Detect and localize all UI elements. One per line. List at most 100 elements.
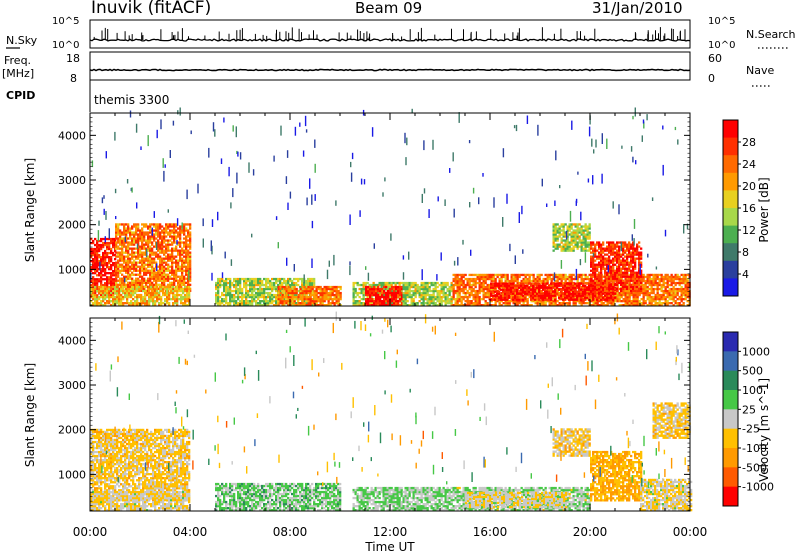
echo-cell <box>401 304 404 307</box>
echo-cell <box>518 284 521 287</box>
echo-cell <box>512 282 515 285</box>
echo-cell <box>432 289 435 293</box>
echo-cell <box>175 261 178 264</box>
echo-cell <box>632 275 635 279</box>
echo-cell <box>163 245 166 248</box>
echo-cell <box>656 273 659 277</box>
echo-cell <box>365 291 368 295</box>
echo-cell <box>168 304 171 307</box>
echo-cell <box>474 277 477 281</box>
echo-cell <box>149 253 152 256</box>
echo-cell <box>666 289 669 293</box>
echo-cell <box>100 287 103 291</box>
echo-cell <box>329 302 332 305</box>
echo-cell <box>182 302 185 305</box>
echo-cell <box>494 277 497 281</box>
echo-cell <box>568 273 571 277</box>
echo-cell <box>255 283 258 287</box>
echo-cell <box>510 273 513 277</box>
echo-cell <box>360 287 363 291</box>
echo-cell <box>245 298 248 301</box>
echo-cell <box>297 293 300 297</box>
echo-cell <box>628 298 631 301</box>
echo-cell <box>540 279 543 283</box>
echo-cell <box>424 287 427 291</box>
echo-cell <box>221 277 224 281</box>
echo-cell <box>391 298 394 301</box>
echo-cell <box>426 291 429 295</box>
echo-cell <box>159 235 162 238</box>
echo-cell <box>121 245 124 248</box>
echo-cell <box>552 292 555 295</box>
echo-cell <box>580 275 583 279</box>
echo-cell <box>241 304 244 307</box>
echo-cell <box>560 290 563 293</box>
echo-cell <box>356 304 359 307</box>
echo-cell <box>369 295 372 299</box>
echo-cell <box>484 273 487 277</box>
echo-cell <box>440 291 443 295</box>
echo-cell <box>123 243 126 246</box>
echo-cell <box>269 281 272 285</box>
echo-cell <box>335 285 338 289</box>
echo-cell <box>524 300 527 303</box>
echo-cell <box>149 251 152 254</box>
echo-cell <box>133 273 136 276</box>
echo-cell <box>147 279 150 282</box>
echo-cell <box>141 233 144 236</box>
echo-cell <box>245 287 248 291</box>
echo-cell <box>584 273 587 277</box>
echo-cell <box>149 225 152 228</box>
echo-cell <box>504 277 507 281</box>
echo-cell <box>115 247 118 250</box>
echo-cell <box>119 229 122 232</box>
echo-cell <box>418 287 421 291</box>
echo-cell <box>225 287 228 291</box>
echo-cell <box>237 304 240 307</box>
echo-cell <box>116 302 119 305</box>
echo-cell <box>223 304 226 307</box>
echo-cell <box>430 283 433 287</box>
echo-cell <box>130 291 133 295</box>
echo-cell <box>401 285 404 289</box>
echo-cell <box>131 273 134 276</box>
echo-cell <box>281 289 284 293</box>
echo-cell <box>96 266 99 269</box>
echo-cell <box>454 304 457 307</box>
echo-cell <box>528 277 531 281</box>
echo-cell <box>119 239 122 242</box>
echo-cell <box>133 241 136 244</box>
echo-cell <box>225 300 228 303</box>
echo-cell <box>112 254 115 257</box>
echo-cell <box>108 241 111 245</box>
echo-cell <box>384 283 387 287</box>
echo-cell <box>92 286 95 289</box>
echo-cell <box>106 291 109 295</box>
echo-cell <box>452 289 455 293</box>
echo-cell <box>122 285 125 289</box>
echo-cell <box>532 292 535 295</box>
echo-cell <box>181 269 184 272</box>
echo-cell <box>123 237 126 240</box>
echo-cell <box>456 295 459 299</box>
echo-cell <box>522 304 525 307</box>
echo-cell <box>532 277 535 281</box>
echo-cell <box>686 283 689 287</box>
echo-cell <box>259 279 262 283</box>
echo-cell <box>158 304 161 307</box>
echo-cell <box>147 263 150 266</box>
echo-cell <box>442 291 445 295</box>
echo-cell <box>586 302 589 305</box>
echo-cell <box>98 260 101 263</box>
echo-cell <box>98 272 101 275</box>
echo-cell <box>181 259 184 262</box>
echo-cell <box>163 229 166 232</box>
echo-cell <box>145 231 148 234</box>
echo-cell <box>472 287 475 291</box>
echo-cell <box>446 283 449 287</box>
echo-cell <box>297 283 300 287</box>
echo-cell <box>139 253 142 256</box>
echo-cell <box>636 289 639 293</box>
echo-cell <box>474 289 477 293</box>
echo-cell <box>428 287 431 291</box>
